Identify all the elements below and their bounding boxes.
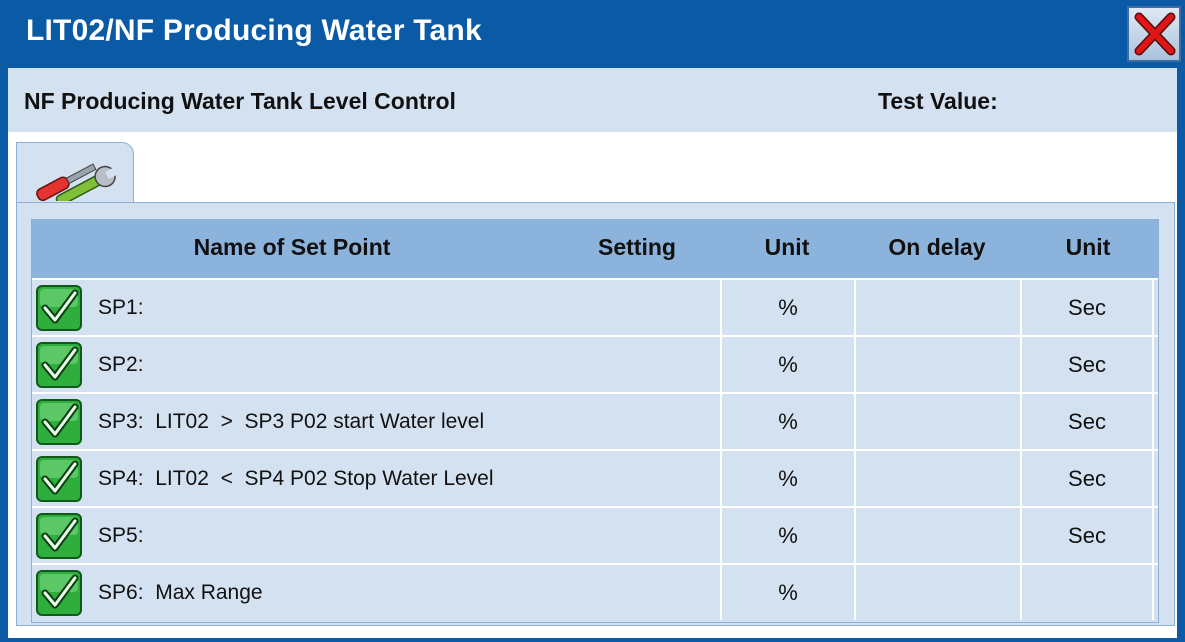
setting-unit-cell: %: [722, 508, 856, 563]
setting-unit-cell: %: [722, 337, 856, 392]
checkmark-icon[interactable]: [35, 284, 83, 332]
col-delay-unit-header: Unit: [1065, 234, 1111, 260]
control-title: NF Producing Water Tank Level Control: [24, 88, 456, 114]
close-x-icon: [1134, 12, 1176, 56]
setting-unit-cell: %: [722, 565, 856, 620]
table-row: SP5: % Sec: [32, 506, 1158, 563]
titlebar: LIT02/NF Producing Water Tank: [0, 0, 1185, 68]
test-value-label: Test Value:: [878, 88, 998, 114]
table-row: SP6: Max Range %: [32, 563, 1158, 620]
setpoint-panel: Name of Set Point Setting Unit On delay …: [16, 202, 1175, 626]
delay-unit-cell: [1022, 565, 1154, 620]
delay-unit-cell: Sec: [1022, 508, 1154, 563]
header-strip: NF Producing Water Tank Level Control Te…: [8, 68, 1177, 132]
delay-unit-cell: Sec: [1022, 451, 1154, 506]
col-setting-header: Setting: [598, 234, 676, 260]
on-delay-cell[interactable]: [856, 337, 1022, 392]
setting-unit-cell: %: [722, 280, 856, 335]
setpoint-label: SP5:: [98, 524, 144, 547]
setpoint-name-cell: SP5:: [32, 508, 722, 563]
setpoint-name-cell: SP1:: [32, 280, 722, 335]
dialog-body: NF Producing Water Tank Level Control Te…: [8, 68, 1177, 638]
setpoint-label: SP1:: [98, 296, 144, 319]
delay-unit-cell: Sec: [1022, 280, 1154, 335]
setting-unit-cell: %: [722, 451, 856, 506]
table-row: SP2: % Sec: [32, 335, 1158, 392]
table-header: Name of Set Point Setting Unit On delay …: [32, 220, 1158, 278]
window-title: LIT02/NF Producing Water Tank: [26, 14, 482, 47]
close-button[interactable]: [1127, 6, 1181, 62]
table-row: SP3: LIT02 > SP3 P02 start Water level %…: [32, 392, 1158, 449]
setpoint-name-cell: SP6: Max Range: [32, 565, 722, 620]
checkmark-icon[interactable]: [35, 455, 83, 503]
setting-unit-cell: %: [722, 394, 856, 449]
setpoint-label: SP4: LIT02 < SP4 P02 Stop Water Level: [98, 467, 494, 490]
delay-unit-cell: Sec: [1022, 337, 1154, 392]
tools-icon: [36, 163, 118, 201]
delay-unit-cell: Sec: [1022, 394, 1154, 449]
on-delay-cell[interactable]: [856, 565, 1022, 620]
setpoint-name-cell: SP3: LIT02 > SP3 P02 start Water level: [32, 394, 722, 449]
checkmark-icon[interactable]: [35, 512, 83, 560]
on-delay-cell[interactable]: [856, 451, 1022, 506]
checkmark-icon[interactable]: [35, 569, 83, 617]
tab-tools[interactable]: [16, 142, 134, 204]
checkmark-icon[interactable]: [35, 341, 83, 389]
table-row: SP1: % Sec: [32, 278, 1158, 335]
col-unit-header: Unit: [764, 234, 810, 260]
setpoint-label: SP2:: [98, 353, 144, 376]
table-row: SP4: LIT02 < SP4 P02 Stop Water Level % …: [32, 449, 1158, 506]
on-delay-cell[interactable]: [856, 508, 1022, 563]
col-name-header: Name of Set Point: [193, 234, 391, 260]
setpoint-label: SP3: LIT02 > SP3 P02 start Water level: [98, 410, 485, 433]
setpoint-name-cell: SP2:: [32, 337, 722, 392]
setpoint-label: SP6: Max Range: [98, 581, 263, 604]
setpoint-table: Name of Set Point Setting Unit On delay …: [31, 219, 1159, 623]
on-delay-cell[interactable]: [856, 394, 1022, 449]
setpoint-name-cell: SP4: LIT02 < SP4 P02 Stop Water Level: [32, 451, 722, 506]
col-ondelay-header: On delay: [888, 234, 986, 260]
checkmark-icon[interactable]: [35, 398, 83, 446]
on-delay-cell[interactable]: [856, 280, 1022, 335]
